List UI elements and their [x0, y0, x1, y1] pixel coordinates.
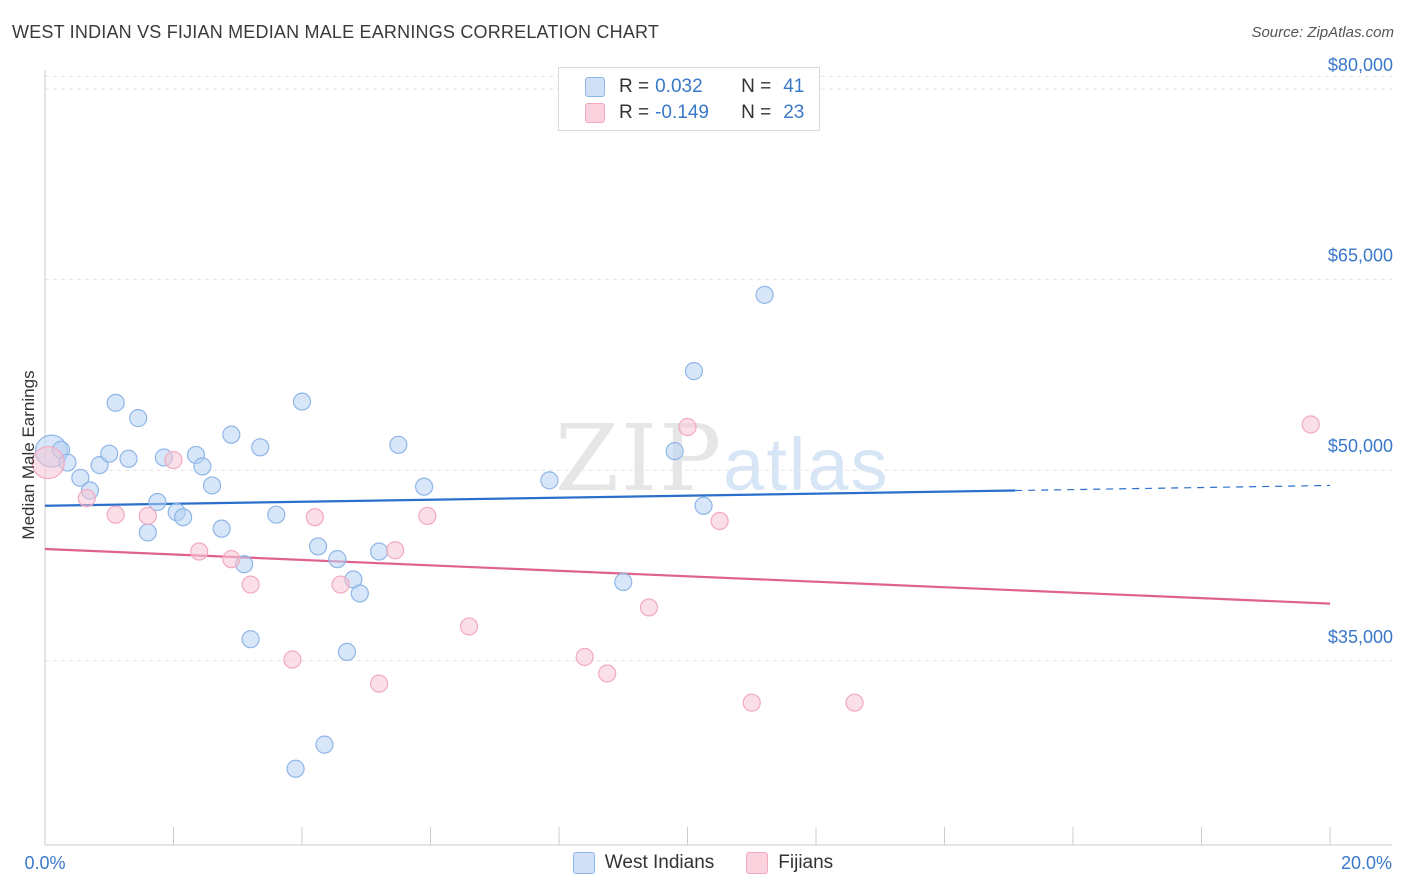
fijian-point [305, 508, 324, 527]
legend-r-value: -0.149 [655, 102, 709, 123]
fijian-point [331, 575, 350, 594]
fijian-point [77, 489, 96, 508]
y-tick-label: $35,000 [1328, 627, 1393, 647]
west-indian-point [119, 449, 138, 468]
west-indian-trend-extension [1015, 484, 1331, 492]
legend-swatch-fijians [746, 852, 769, 874]
legend-swatch-west-indians [585, 77, 605, 97]
legend-r-label: R = [619, 102, 650, 123]
west-indian-point [212, 519, 231, 538]
fijian-point [1301, 415, 1320, 434]
west-indian-point [694, 496, 713, 515]
fijian-point [845, 693, 864, 712]
source-label: Source: ZipAtlas.com [1251, 24, 1394, 41]
west-indian-point [174, 508, 193, 527]
y-tick-label: $50,000 [1328, 436, 1393, 456]
west-indian-point [350, 584, 369, 603]
fijian-point [418, 506, 437, 526]
x-tick-label-right: 20.0% [1341, 853, 1392, 873]
legend-item-fijians: Fijians [746, 852, 833, 874]
grid-lines [45, 75, 1392, 662]
fijian-point [386, 541, 405, 560]
legend-label-fijians: Fijians [778, 852, 834, 873]
fijian-point [459, 617, 479, 636]
chart-title: WEST INDIAN VS FIJIAN MEDIAN MALE EARNIN… [12, 22, 660, 42]
fijian-point [222, 550, 241, 569]
fijian-point [138, 506, 157, 526]
legend-item-west-indians: West Indians [572, 852, 715, 874]
axes [44, 70, 1392, 846]
west-indian-point [286, 759, 305, 778]
fijian-point [370, 674, 389, 693]
west-indian-point [202, 476, 222, 495]
fijian-point [106, 505, 125, 524]
x-tick-label-left: 0.0% [24, 853, 65, 873]
fijian-point [31, 445, 65, 480]
y-axis-title: Median Male Earnings [19, 370, 38, 540]
legend-r-label: R = [619, 76, 650, 97]
legend-swatch-west-indians [572, 852, 595, 874]
west-indian-point [540, 471, 559, 490]
fijian-point [742, 693, 761, 712]
west-indian-point [665, 442, 684, 461]
data-points [31, 285, 1320, 778]
fijian-point [164, 450, 183, 470]
west-indian-point [370, 542, 389, 561]
west-indian-point [241, 630, 260, 649]
legend-label-west-indians: West Indians [604, 852, 715, 873]
legend-n-value: 23 [783, 102, 805, 123]
west-indian-point [106, 393, 125, 412]
west-indian-point [315, 735, 334, 754]
west-indian-point [138, 523, 157, 542]
y-tick-label: $65,000 [1328, 246, 1393, 266]
west-indian-point [148, 492, 167, 512]
west-indian-point [292, 392, 312, 411]
west-indian-point [251, 438, 270, 457]
west-indian-point [389, 435, 408, 454]
west-indian-point [414, 477, 434, 496]
west-indian-point [337, 642, 357, 661]
fijian-trend-line [44, 547, 1331, 605]
trend-lines [44, 484, 1331, 605]
fijian-point [598, 664, 617, 683]
legend-n-label: N = [741, 102, 772, 123]
west-indian-point [222, 425, 241, 444]
fijian-point [190, 542, 209, 561]
y-tick-label: $80,000 [1328, 55, 1393, 75]
legend-row-fijians: R = -0.149 N = 23 [585, 102, 804, 124]
fijian-point [678, 417, 697, 437]
west-indian-point [100, 444, 119, 463]
west-indian-point [328, 550, 347, 569]
fijian-point [639, 598, 659, 617]
legend-n-value: 41 [783, 76, 805, 97]
legend-swatch-fijians [585, 103, 605, 123]
series-legend: West Indians Fijians [0, 852, 1406, 874]
correlation-legend: R = 0.032 N = 41 R = -0.149 N = 23 [558, 67, 820, 131]
west-indian-point [129, 409, 148, 428]
west-indian-point [71, 468, 90, 487]
legend-n-label: N = [741, 76, 772, 97]
west-indian-point [614, 572, 633, 592]
west-indian-point [684, 362, 704, 381]
fijian-point [283, 650, 302, 669]
fijian-point [710, 511, 729, 531]
west-indian-point [308, 537, 328, 556]
fijian-point [241, 575, 260, 594]
west-indian-point [193, 457, 212, 476]
x-tick-labels: 0.0% 20.0% [24, 853, 1392, 873]
y-tick-labels: $80,000 $65,000 $50,000 $35,000 [1328, 55, 1393, 647]
legend-row-west-indians: R = 0.032 N = 41 [585, 76, 804, 98]
west-indian-point [755, 285, 774, 304]
west-indian-trend-line [44, 489, 1016, 507]
fijian-point [575, 647, 594, 667]
west-indian-point [267, 505, 286, 524]
legend-r-value: 0.032 [655, 76, 703, 97]
